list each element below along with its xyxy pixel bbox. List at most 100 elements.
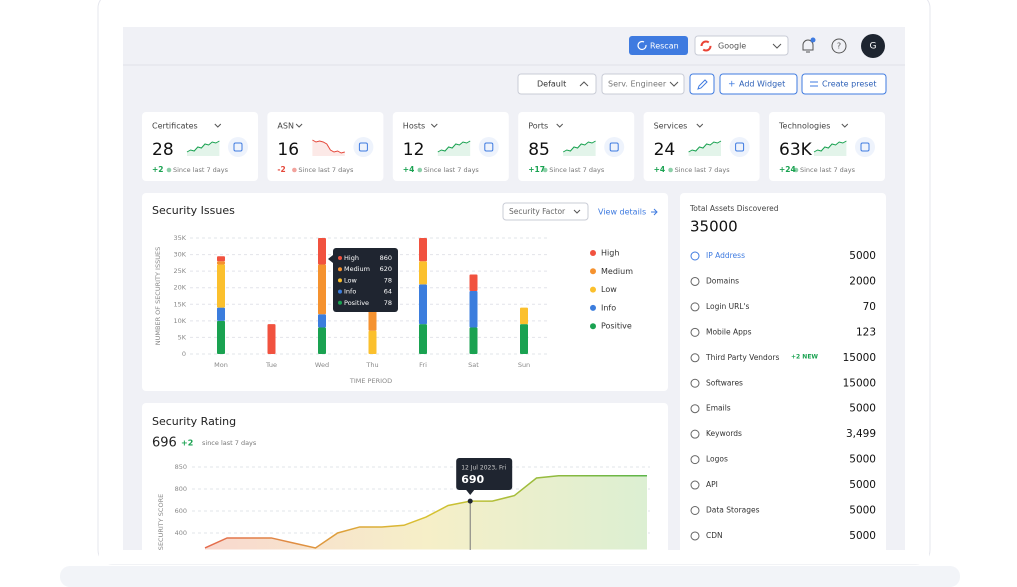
tooltip-value: 620 — [380, 265, 392, 273]
asset-icon — [690, 276, 700, 286]
asset-label: Login URL's — [706, 302, 750, 311]
chevron — [696, 123, 704, 128]
rescan-label: Rescan — [650, 42, 679, 51]
asset-label: Logos — [706, 455, 728, 464]
bar-segment — [318, 327, 326, 354]
sparkline — [437, 140, 471, 153]
sparkline — [562, 140, 596, 153]
asset-icon — [690, 506, 700, 515]
x-tick-label: Wed — [315, 361, 329, 369]
bar-segment — [469, 291, 478, 328]
rescan-button[interactable] — [629, 36, 688, 55]
bar-segment — [267, 324, 276, 354]
asset-value: 2000 — [849, 275, 876, 287]
help-icon[interactable] — [831, 38, 847, 54]
avatar[interactable] — [861, 34, 885, 58]
tooltip-value: 64 — [384, 288, 392, 296]
asset-value: 5000 — [849, 479, 876, 491]
tooltip-swatch — [338, 256, 342, 260]
engine-select[interactable] — [694, 35, 789, 56]
y-tick-label: 400 — [175, 529, 187, 537]
view-select[interactable] — [517, 73, 597, 95]
factor-select[interactable] — [502, 202, 589, 221]
sparkline-area — [688, 141, 721, 156]
stat-value: 63K — [779, 140, 813, 160]
asset-label: Third Party Vendors — [705, 353, 779, 362]
x-tick-label: Mon — [214, 361, 228, 369]
asset-badge: +2 NEW — [791, 353, 818, 360]
tooltip-value: 78 — [384, 299, 392, 307]
area — [205, 475, 647, 550]
y-tick-label: 20K — [173, 284, 186, 292]
tooltip — [333, 248, 398, 312]
asset-icon — [690, 429, 700, 439]
view-details-link[interactable]: View details — [598, 208, 646, 217]
asset-label: Emails — [706, 404, 731, 413]
view-label: Default — [537, 80, 566, 89]
legend-swatch — [590, 250, 596, 256]
stat-icon — [228, 137, 248, 157]
google-logo — [700, 40, 712, 52]
y-axis-label: NUMBER OF SECURITY ISSUES — [154, 247, 162, 345]
chevron — [430, 123, 438, 128]
chevron — [556, 123, 564, 128]
add-widget-button[interactable] — [719, 73, 798, 95]
tooltip-swatch — [338, 300, 342, 305]
asset-value: 15000 — [843, 352, 876, 364]
stat-change: -2 — [277, 165, 285, 174]
assets-card — [680, 193, 886, 563]
sparkline-area — [312, 140, 345, 156]
legend-label: Info — [601, 303, 616, 312]
asset-label: Keywords — [706, 429, 742, 438]
y-tick-label: 30K — [173, 251, 186, 259]
legend-swatch — [590, 304, 596, 311]
edit-icon — [697, 79, 708, 90]
y-tick-label: 0 — [182, 350, 186, 358]
device-base — [60, 566, 960, 587]
edit-button[interactable] — [689, 73, 715, 95]
asset-value: 5000 — [849, 454, 876, 466]
legend-label: Positive — [601, 322, 632, 331]
create-preset-button[interactable] — [801, 73, 887, 95]
issues-title: Security Issues — [152, 204, 235, 217]
y-tick-label: 800 — [175, 485, 187, 493]
chevron — [573, 209, 581, 214]
stat-since: Since last 7 days — [173, 166, 229, 174]
tooltip-swatch — [338, 289, 342, 294]
y-tick-label: 15K — [173, 300, 186, 308]
x-tick-label: Thu — [365, 361, 378, 369]
bar-segment — [318, 238, 326, 265]
bar-segment — [368, 330, 377, 354]
chevron — [214, 123, 222, 128]
asset-label: CDN — [706, 531, 723, 540]
bar-segment — [217, 261, 225, 265]
stat-icon-glyph — [484, 142, 494, 152]
help-mark: ? — [837, 42, 841, 51]
y-tick-label: 10K — [173, 317, 186, 325]
tooltip-date: 12 Jul 2023, Fri — [461, 465, 506, 472]
tooltip-pointer — [466, 490, 475, 495]
legend-swatch — [590, 268, 596, 275]
stat-card — [518, 112, 635, 181]
role-select[interactable] — [601, 73, 685, 95]
bell-icon[interactable] — [802, 39, 814, 53]
sparkline-area — [437, 141, 471, 156]
stat-label: Hosts — [403, 122, 425, 131]
chevron — [579, 81, 589, 87]
plus: + — [728, 80, 736, 90]
stat-since: Since last 7 days — [298, 166, 354, 174]
trend-dot — [292, 167, 297, 173]
stat-icon-glyph — [358, 142, 368, 152]
y-tick-label: 35K — [173, 234, 186, 242]
role-label: Serv. Engineer — [608, 80, 667, 89]
trend-dot — [417, 167, 423, 173]
stat-card — [769, 112, 885, 181]
asset-value: 5000 — [849, 505, 876, 517]
asset-label: IP Address — [706, 251, 745, 260]
stat-card — [267, 112, 384, 181]
bar-segment — [419, 324, 427, 354]
stat-change: +4 — [654, 165, 666, 174]
stat-change: +2 — [152, 165, 164, 174]
stat-icon-glyph — [735, 142, 745, 152]
sparkline — [813, 140, 847, 153]
